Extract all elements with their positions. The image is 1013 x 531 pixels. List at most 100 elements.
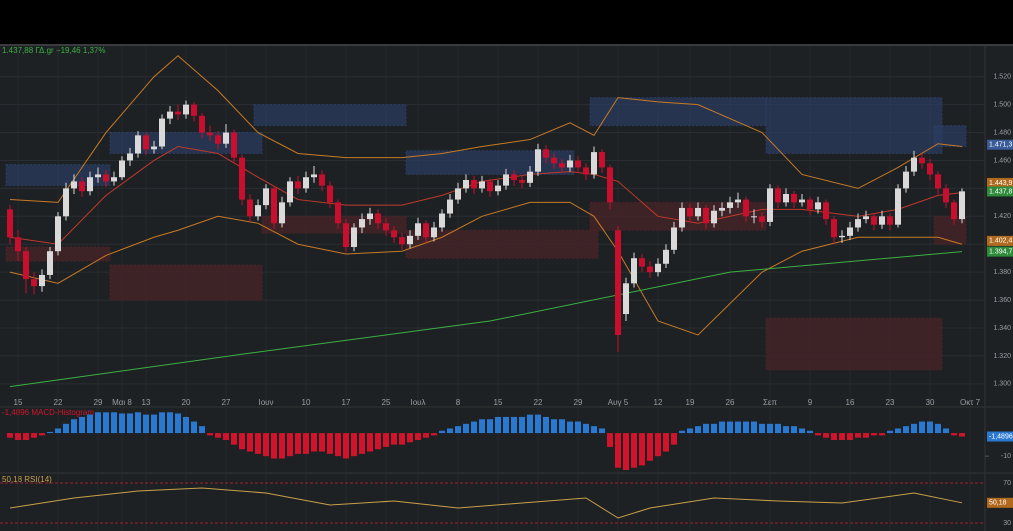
macd-bar bbox=[319, 433, 325, 452]
candle-body bbox=[191, 104, 197, 116]
y-tick-label: 1.420 bbox=[993, 213, 1011, 220]
macd-bar bbox=[287, 433, 293, 457]
candle-body bbox=[863, 216, 869, 220]
candle-body bbox=[439, 213, 445, 228]
candle-body bbox=[871, 216, 877, 225]
candle-body bbox=[551, 157, 557, 164]
price-tag bbox=[987, 246, 1013, 257]
zone bbox=[109, 132, 263, 154]
macd-bar bbox=[839, 433, 845, 440]
x-tick-label: 20 bbox=[182, 398, 191, 407]
macd-bar bbox=[151, 414, 157, 434]
macd-bar bbox=[911, 423, 917, 434]
macd-bar bbox=[479, 419, 485, 434]
x-tick-label: 19 bbox=[686, 398, 695, 407]
macd-bar bbox=[671, 433, 677, 445]
candle-body bbox=[759, 216, 765, 222]
macd-bar bbox=[71, 419, 77, 434]
macd-bar bbox=[239, 433, 245, 450]
macd-bar bbox=[375, 433, 381, 450]
candle-body bbox=[119, 160, 125, 178]
top-bar bbox=[0, 0, 1013, 44]
x-tick-label: 25 bbox=[382, 398, 391, 407]
rsi-label: 50,18 RSI(14) bbox=[2, 475, 52, 484]
macd-bar bbox=[951, 433, 957, 436]
macd-bar bbox=[495, 416, 501, 434]
price-tag-label: 1.402,4 bbox=[989, 238, 1012, 245]
macd-bar bbox=[743, 421, 749, 434]
macd-bar bbox=[31, 433, 37, 438]
candle-body bbox=[335, 202, 341, 224]
candle-body bbox=[431, 227, 437, 238]
candle-body bbox=[599, 152, 605, 168]
candle-body bbox=[575, 160, 581, 168]
candle-body bbox=[199, 115, 205, 133]
y-tick-label: 1.340 bbox=[993, 325, 1011, 332]
x-tick-label: 22 bbox=[54, 398, 63, 407]
x-tick-label: 27 bbox=[222, 398, 231, 407]
candle-body bbox=[319, 174, 325, 186]
candle-body bbox=[295, 181, 301, 189]
candle-body bbox=[87, 177, 93, 192]
macd-bar bbox=[751, 421, 757, 434]
candle-body bbox=[591, 152, 597, 175]
price-tag-label: 1.471,3 bbox=[989, 142, 1012, 149]
candle-body bbox=[815, 202, 821, 210]
candle-body bbox=[279, 202, 285, 224]
x-tick-label: 8 bbox=[456, 398, 461, 407]
candle-body bbox=[215, 135, 221, 144]
x-tick-label: 29 bbox=[94, 398, 103, 407]
candle-body bbox=[447, 199, 453, 214]
macd-bar bbox=[607, 433, 613, 447]
macd-bar bbox=[535, 414, 541, 434]
candle-body bbox=[855, 219, 861, 228]
macd-bar bbox=[263, 433, 269, 457]
macd-bar bbox=[415, 433, 421, 440]
candle-body bbox=[839, 235, 845, 238]
candle-body bbox=[631, 258, 637, 284]
candle-body bbox=[935, 174, 941, 189]
candle-body bbox=[423, 223, 429, 238]
macd-bar bbox=[439, 430, 445, 434]
y-tick-label: 1.480 bbox=[993, 129, 1011, 136]
x-tick-label: 13 bbox=[142, 398, 151, 407]
macd-tick-label: -10 bbox=[1001, 453, 1011, 460]
macd-bar bbox=[599, 428, 605, 434]
macd-bar bbox=[23, 433, 29, 440]
candle-body bbox=[247, 199, 253, 217]
candle-body bbox=[767, 188, 773, 222]
macd-bar bbox=[799, 428, 805, 434]
y-tick-label: 1.460 bbox=[993, 157, 1011, 164]
candle-body bbox=[751, 216, 757, 218]
macd-bar bbox=[655, 433, 661, 457]
macd-bar bbox=[95, 412, 101, 434]
candle-body bbox=[495, 185, 501, 192]
macd-bar bbox=[615, 433, 621, 468]
candle-body bbox=[159, 118, 165, 147]
macd-bar bbox=[359, 433, 365, 454]
candle-body bbox=[55, 216, 61, 252]
macd-bar bbox=[687, 428, 693, 434]
zone bbox=[253, 104, 407, 127]
macd-bar bbox=[199, 426, 205, 434]
x-tick-label: 30 bbox=[926, 398, 935, 407]
macd-bar bbox=[279, 433, 285, 459]
candle-body bbox=[583, 167, 589, 175]
candle-body bbox=[327, 185, 333, 203]
price-tag bbox=[987, 177, 1013, 188]
candle-body bbox=[903, 171, 909, 189]
macd-bar bbox=[79, 416, 85, 434]
macd-bar bbox=[727, 421, 733, 434]
macd-bar bbox=[159, 412, 165, 434]
candle-body bbox=[567, 160, 573, 168]
zone bbox=[589, 97, 767, 127]
macd-bar bbox=[271, 433, 277, 459]
candle-body bbox=[287, 181, 293, 203]
candle-body bbox=[847, 227, 853, 236]
candle-body bbox=[703, 207, 709, 224]
macd-bar bbox=[511, 416, 517, 434]
candle-body bbox=[79, 181, 85, 192]
candle-body bbox=[39, 274, 45, 287]
macd-bar bbox=[215, 433, 221, 438]
